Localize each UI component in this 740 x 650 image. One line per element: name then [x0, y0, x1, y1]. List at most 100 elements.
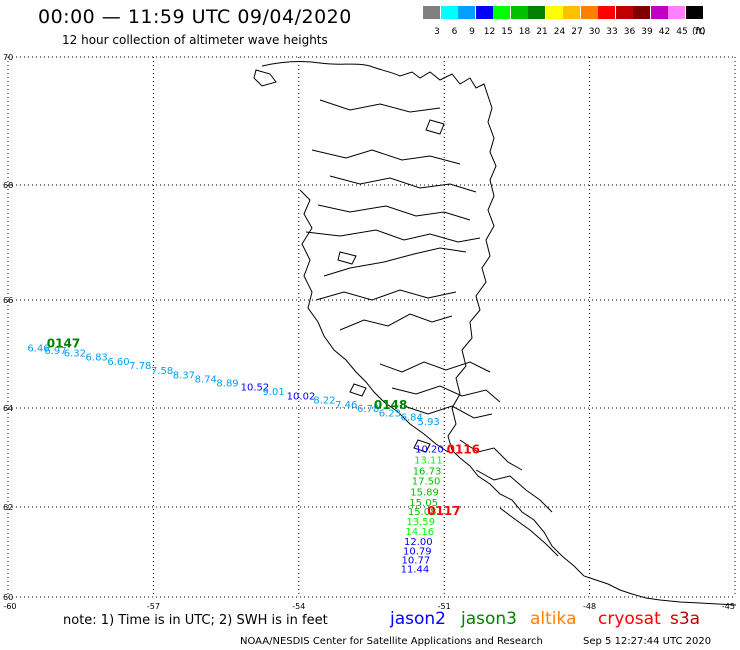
fjord-13	[475, 469, 553, 513]
wave-height-value: 10.79	[403, 546, 432, 557]
wave-height-value: 13.59	[406, 517, 435, 528]
colorbar-swatch	[615, 6, 633, 19]
legend-jason2: jason2	[390, 609, 446, 629]
wave-height-value: 17.50	[412, 477, 441, 488]
wave-height-value: 5.93	[418, 417, 440, 428]
colorbar-label: 70	[693, 27, 706, 37]
island-3	[337, 251, 357, 265]
colorbar-swatch	[528, 6, 545, 19]
wave-height-value: 6.84	[401, 412, 423, 423]
island-5	[413, 439, 431, 453]
credit-timestamp: Sep 5 12:27:44 UTC 2020	[583, 636, 712, 647]
wave-height-value: 6.60	[107, 357, 129, 368]
colorbar-label: 24	[553, 27, 566, 37]
fjord-10	[391, 385, 501, 403]
colorbar-label: 15	[501, 27, 513, 37]
track-label: 0147	[47, 337, 80, 351]
fjord-1	[319, 99, 441, 113]
wave-height-value: 15.08	[408, 507, 437, 518]
wave-height-value: 8.74	[195, 375, 217, 386]
wave-height-value: 6.97	[44, 346, 66, 357]
fjord-5	[305, 229, 481, 243]
colorbar-label: 12	[483, 27, 496, 37]
colorbar-swatch	[563, 6, 580, 19]
greenland-coastline	[253, 61, 737, 606]
axis-labels: 70 68 66 64 62 60-60 -57 -54 -51 -48 -45	[3, 53, 735, 611]
wave-height-value: 12.00	[404, 537, 433, 548]
latitude-tick-label: 60	[3, 593, 13, 602]
colorbar-label: 33	[606, 27, 618, 37]
colorbar-swatch	[493, 6, 510, 19]
colorbar-swatch	[633, 6, 650, 19]
map-grid	[7, 56, 736, 598]
wave-height-value: 7.58	[151, 366, 173, 377]
track-0148: 0148	[374, 398, 407, 412]
colorbar-label: 9	[469, 27, 475, 37]
latitude-tick-label: 62	[3, 503, 13, 512]
page-subtitle: 12 hour collection of altimeter wave hei…	[62, 33, 328, 47]
legend-jason3: jason3	[461, 609, 517, 629]
colorbar-label: 27	[571, 27, 583, 37]
wave-height-value: 6.23	[379, 408, 401, 419]
colorbar-label: 45	[676, 27, 688, 37]
fjord-8	[339, 313, 453, 331]
credit-text: NOAA/NESDIS Center for Satellite Applica…	[240, 636, 543, 647]
wave-height-value: 15.05	[409, 498, 438, 509]
island-4	[349, 383, 367, 397]
island-1	[253, 69, 277, 87]
colorbar-swatch	[440, 6, 458, 19]
colorbar-label: 30	[588, 27, 601, 37]
legend-s3a: s3a	[670, 609, 701, 629]
colorbar-swatch	[598, 6, 615, 19]
fjord-9	[379, 361, 491, 373]
track-0147: 6.466.976.32 6.83 6.60 7.78 7.58 8.37 8.74 8.89…	[27, 337, 439, 428]
coastline-west	[299, 189, 449, 453]
wave-height-value: 6.46	[27, 343, 49, 354]
page-title: 00:00 — 11:59 UTC 09/04/2020	[38, 6, 352, 28]
track-label: 0148	[374, 398, 407, 412]
wave-height-value: 6.83	[86, 352, 108, 363]
fjord-4	[317, 204, 471, 221]
fjord-3	[329, 175, 477, 193]
colorbar-label: 36	[623, 27, 636, 37]
wave-height-value: 7.46	[335, 400, 357, 411]
island-2	[425, 119, 445, 135]
wave-height-value: 10.77	[402, 555, 431, 566]
wave-height-value: 16.73	[413, 466, 442, 477]
wave-height-value: 8.37	[173, 370, 195, 381]
wave-height-value: 8.22	[313, 396, 335, 407]
longitude-tick-label: -54	[292, 602, 305, 611]
colorbar-label: 3	[434, 27, 440, 37]
track-label: 0116	[447, 443, 480, 457]
track-0117: 10.2013.1116.7317.5015.8915.0515.0813.59…	[401, 445, 461, 576]
longitude-tick-label: -48	[583, 602, 596, 611]
colorbar-swatch	[423, 6, 440, 19]
fjord-12	[459, 439, 523, 471]
legend-altika: altika	[530, 609, 577, 629]
legend-cryosat: cryosat	[598, 609, 661, 629]
coastline-main	[261, 61, 737, 606]
wave-height-value: 6.32	[64, 349, 86, 360]
track-0116: 0116	[447, 443, 480, 457]
fjord-6	[323, 247, 467, 277]
wave-height-value: 10.02	[287, 391, 316, 402]
wave-height-value: 9.01	[262, 387, 284, 398]
colorbar-swatch	[580, 6, 598, 19]
footer-note: note: 1) Time is in UTC; 2) SWH is in fe…	[63, 613, 328, 628]
colorbar-label: 21	[536, 27, 548, 37]
wave-height-value: 11.44	[401, 564, 430, 575]
track-label: 0117	[427, 504, 460, 518]
longitude-tick-label: -60	[3, 602, 16, 611]
colorbar-swatch	[510, 6, 528, 19]
wave-height-value: 10.52	[241, 383, 270, 394]
wave-height-value: 6.78	[357, 404, 379, 415]
wave-height-value: 14.16	[405, 527, 434, 538]
colorbar-swatch	[475, 6, 493, 19]
latitude-tick-label: 64	[3, 404, 13, 413]
colorbar-swatch	[545, 6, 563, 19]
wave-height-value: 8.89	[216, 378, 238, 389]
colorbar-swatch	[650, 6, 668, 19]
fjord-2	[311, 149, 461, 165]
